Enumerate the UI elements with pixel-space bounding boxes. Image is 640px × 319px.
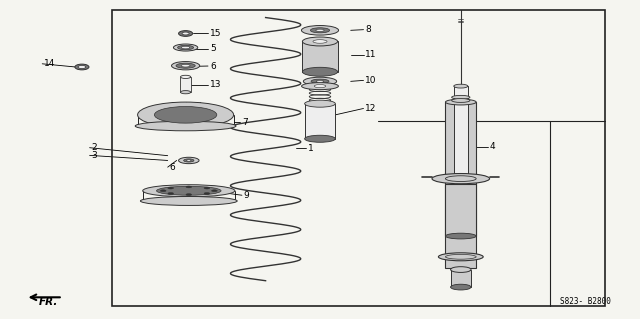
Ellipse shape [186, 186, 192, 188]
Bar [302, 41, 338, 72]
Ellipse shape [154, 107, 217, 123]
Ellipse shape [211, 190, 217, 192]
Bar [445, 184, 476, 268]
Ellipse shape [452, 95, 470, 99]
Ellipse shape [75, 64, 89, 70]
Ellipse shape [452, 99, 470, 102]
Ellipse shape [301, 26, 339, 35]
Ellipse shape [186, 194, 192, 196]
Text: 5: 5 [210, 44, 216, 53]
Text: 3: 3 [92, 151, 97, 160]
Ellipse shape [445, 233, 476, 239]
Ellipse shape [451, 284, 471, 290]
Ellipse shape [181, 64, 190, 67]
Ellipse shape [179, 31, 193, 36]
Ellipse shape [204, 187, 210, 189]
Ellipse shape [180, 75, 191, 78]
Ellipse shape [303, 77, 337, 85]
Ellipse shape [157, 186, 221, 195]
Ellipse shape [138, 102, 234, 128]
Ellipse shape [172, 62, 200, 70]
Ellipse shape [135, 121, 236, 131]
Text: 15: 15 [210, 29, 221, 38]
Ellipse shape [310, 28, 330, 33]
Ellipse shape [184, 159, 194, 162]
Ellipse shape [316, 29, 324, 31]
Ellipse shape [316, 80, 324, 82]
Ellipse shape [314, 85, 326, 88]
Ellipse shape [78, 65, 86, 69]
Ellipse shape [454, 84, 468, 88]
Text: 10: 10 [365, 76, 377, 85]
Ellipse shape [311, 79, 329, 84]
Text: 11: 11 [365, 50, 377, 59]
Ellipse shape [451, 267, 471, 272]
Bar [445, 102, 476, 236]
Ellipse shape [305, 135, 335, 142]
Ellipse shape [445, 255, 476, 259]
Text: 13: 13 [210, 80, 221, 89]
Text: 1: 1 [308, 144, 314, 152]
Bar [305, 104, 335, 139]
Text: 6: 6 [210, 62, 216, 70]
Ellipse shape [168, 192, 173, 194]
Text: 12: 12 [365, 104, 377, 113]
Ellipse shape [140, 197, 237, 205]
Ellipse shape [432, 174, 490, 184]
Bar [112, 10, 605, 306]
Ellipse shape [143, 185, 235, 197]
Text: 8: 8 [365, 25, 371, 34]
Text: 6: 6 [170, 163, 175, 172]
Ellipse shape [173, 44, 198, 51]
Ellipse shape [179, 157, 199, 164]
Ellipse shape [182, 46, 189, 49]
Ellipse shape [182, 32, 189, 35]
Ellipse shape [305, 100, 335, 107]
Text: 14: 14 [44, 59, 56, 68]
Text: 4: 4 [490, 142, 495, 151]
Text: 2: 2 [92, 143, 97, 152]
Ellipse shape [302, 37, 338, 46]
Ellipse shape [186, 160, 191, 161]
Ellipse shape [445, 176, 476, 182]
Bar [451, 270, 471, 287]
Bar [180, 77, 191, 92]
Text: 7: 7 [242, 118, 248, 127]
Ellipse shape [313, 40, 327, 43]
Ellipse shape [438, 253, 483, 261]
Ellipse shape [445, 99, 476, 105]
Ellipse shape [176, 63, 195, 68]
Ellipse shape [160, 190, 166, 192]
Text: 9: 9 [244, 191, 250, 200]
Bar [454, 86, 468, 179]
Ellipse shape [301, 83, 339, 90]
Ellipse shape [168, 187, 173, 189]
Ellipse shape [178, 45, 193, 50]
Text: FR.: FR. [38, 297, 58, 308]
Text: S823- B2800: S823- B2800 [560, 297, 611, 306]
Ellipse shape [204, 192, 210, 194]
Ellipse shape [180, 91, 191, 94]
Ellipse shape [302, 67, 338, 76]
